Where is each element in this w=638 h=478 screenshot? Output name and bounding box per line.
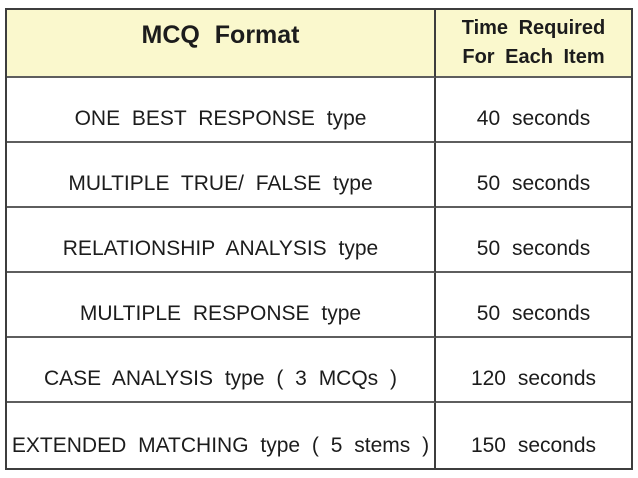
row-relationship-analysis-time: 50 seconds	[436, 208, 631, 273]
row-one-best-response-format: ONE BEST RESPONSE type	[7, 78, 436, 143]
row-multiple-true-false-time: 50 seconds	[436, 143, 631, 208]
time-required-line2: For Each Item	[462, 46, 605, 68]
row-multiple-true-false-format: MULTIPLE TRUE/ FALSE type	[7, 143, 436, 208]
mcq-format-table: MCQ Format Time Required For Each Item O…	[5, 8, 633, 470]
row-multiple-response-time: 50 seconds	[436, 273, 631, 338]
row-case-analysis-time: 120 seconds	[436, 338, 631, 403]
row-multiple-response-format: MULTIPLE RESPONSE type	[7, 273, 436, 338]
header-cell-mcq-format: MCQ Format	[7, 10, 436, 78]
row-one-best-response-time: 40 seconds	[436, 78, 631, 143]
row-extended-matching-time: 150 seconds	[470, 434, 597, 457]
row-extended-matching-format: EXTENDED MATCHING type ( 5 stems )	[7, 403, 436, 468]
row-relationship-analysis-format: RELATIONSHIP ANALYSIS type	[7, 208, 436, 273]
header-cell-time-required: Time Required For Each Item	[436, 10, 631, 78]
row-case-analysis-format: CASE ANALYSIS type ( 3 MCQs )	[7, 338, 436, 403]
time-required-line1: Time Required	[461, 17, 606, 39]
time-required-header-lines: Time Required For Each Item	[462, 14, 606, 72]
